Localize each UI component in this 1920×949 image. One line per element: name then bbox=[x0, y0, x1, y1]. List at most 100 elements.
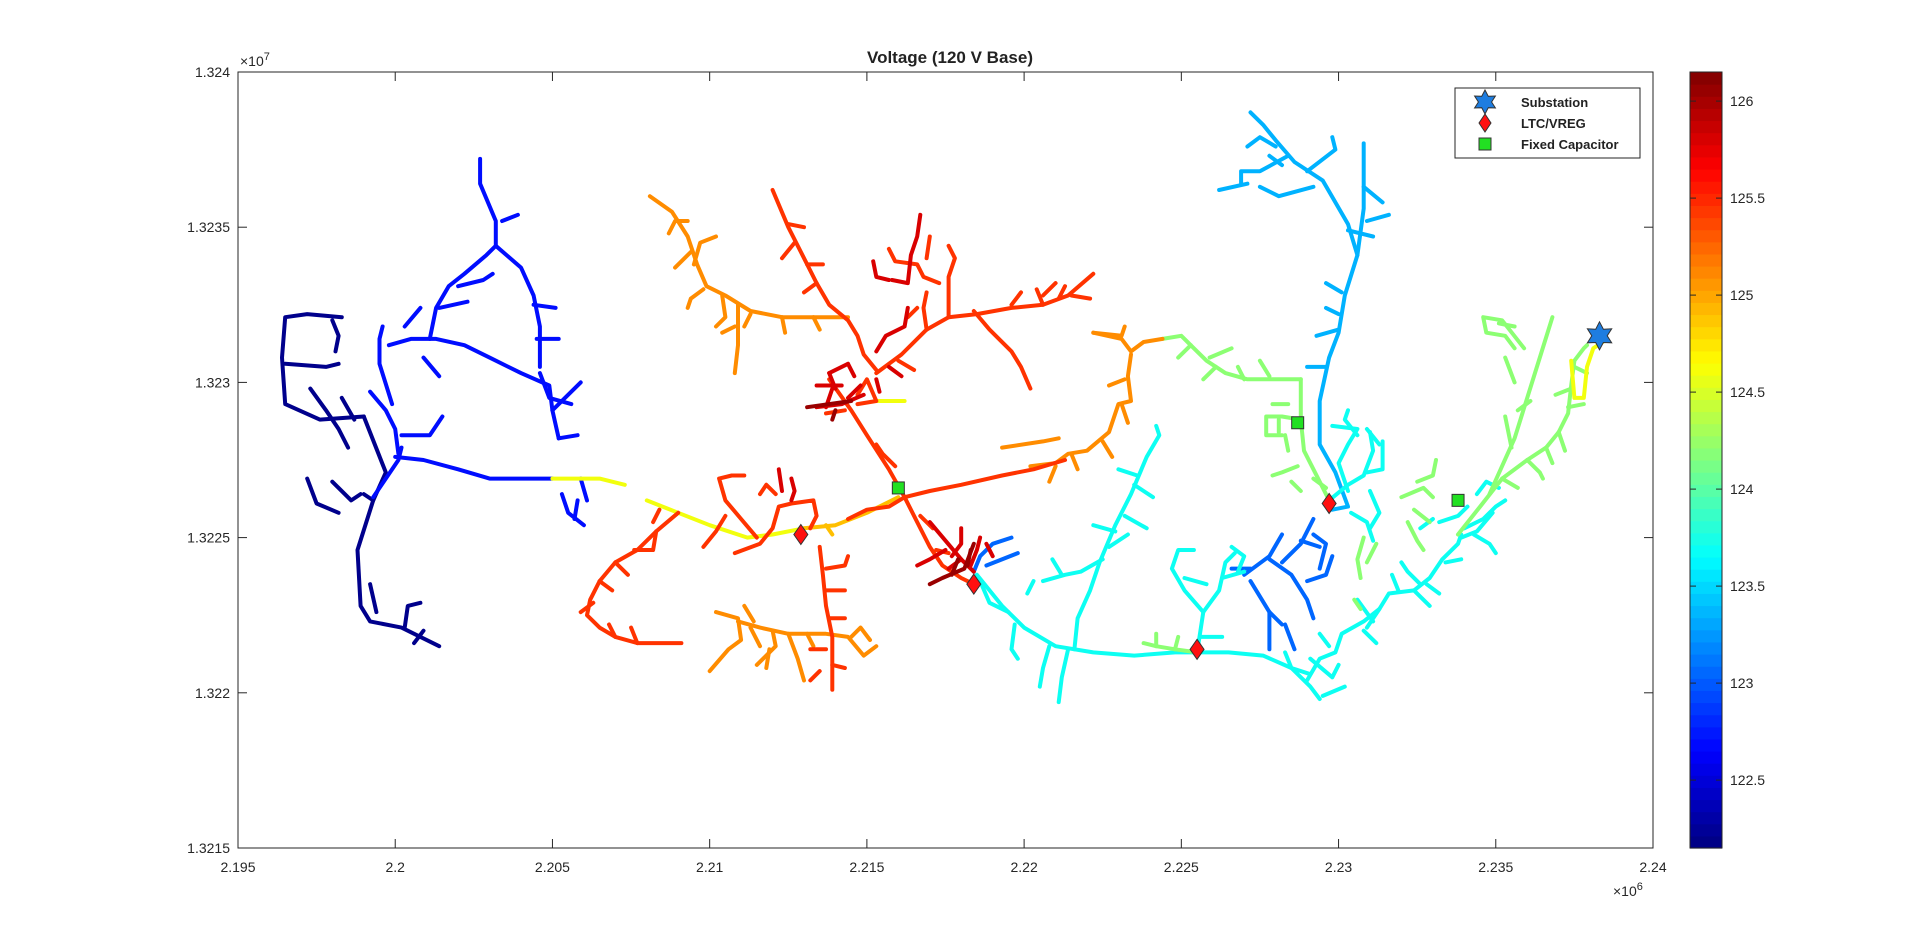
y-tick-label: 1.323 bbox=[195, 374, 230, 390]
branch-segment bbox=[1355, 141, 1366, 258]
branch-segment bbox=[1116, 467, 1140, 478]
branch-segment bbox=[556, 433, 580, 441]
branch-segment bbox=[1355, 535, 1366, 580]
branch-segment bbox=[1327, 430, 1376, 503]
branch-segment bbox=[1553, 386, 1574, 397]
branch-segment bbox=[1305, 532, 1464, 683]
branch-segment bbox=[1349, 510, 1376, 543]
branch-segment bbox=[924, 234, 932, 261]
branch-segment bbox=[377, 324, 395, 407]
branch-segment bbox=[905, 305, 920, 320]
branch-segment bbox=[578, 476, 589, 503]
colorbar-band bbox=[1690, 460, 1722, 473]
branch-segment bbox=[1119, 402, 1130, 425]
branch-segment bbox=[1034, 287, 1045, 307]
branch-segment bbox=[1245, 135, 1278, 149]
colorbar-band bbox=[1690, 387, 1722, 400]
colorbar-band bbox=[1690, 532, 1722, 546]
branch-segment bbox=[780, 315, 788, 335]
branch-segment bbox=[1556, 430, 1567, 453]
branch-segment bbox=[1424, 582, 1442, 596]
branch-segment bbox=[824, 523, 835, 537]
branch-segment bbox=[1009, 622, 1020, 661]
colorbar-tick-label: 125.5 bbox=[1730, 190, 1765, 206]
branch-segment bbox=[886, 364, 904, 379]
x-axis-exponent: ×106 bbox=[1613, 881, 1643, 899]
branch-segment bbox=[1364, 439, 1385, 475]
colorbar-band bbox=[1690, 690, 1722, 704]
branch-segment bbox=[402, 305, 423, 329]
y-axis-exponent: ×107 bbox=[240, 51, 270, 69]
branch-segment bbox=[1267, 153, 1284, 168]
branch-segment bbox=[830, 662, 847, 670]
branch-segment bbox=[714, 293, 728, 329]
branch-segment bbox=[902, 458, 1067, 500]
colorbar-band bbox=[1690, 702, 1722, 716]
branch-segment bbox=[720, 324, 737, 335]
branch-segment bbox=[613, 560, 630, 577]
colorbar-band bbox=[1690, 411, 1722, 425]
branch-segment bbox=[1308, 656, 1341, 680]
branch-segment bbox=[1500, 476, 1520, 490]
branch-segment bbox=[874, 442, 898, 469]
colorbar-band bbox=[1690, 217, 1722, 231]
legend: Substation LTC/VREG Fixed Capacitor bbox=[1454, 87, 1641, 159]
branch-segment bbox=[1041, 557, 1105, 584]
branch-segment bbox=[1566, 402, 1586, 410]
colorbar-band bbox=[1690, 193, 1722, 206]
branch-segment bbox=[283, 361, 341, 369]
ltc-vreg-marker bbox=[793, 523, 809, 546]
colorbar-band bbox=[1690, 472, 1722, 485]
branch-segment bbox=[537, 371, 574, 407]
branch-segment bbox=[1220, 569, 1247, 580]
branch-segment bbox=[500, 212, 520, 223]
branch-segment bbox=[1361, 184, 1385, 205]
branch-segment bbox=[1314, 327, 1341, 338]
branch-segment bbox=[965, 548, 973, 568]
colorbar: 122.5 123 123.5 124 124.5 125 125.5 126 bbox=[1689, 71, 1765, 849]
branch-segment bbox=[921, 290, 929, 332]
branch-segment bbox=[968, 535, 983, 568]
branch-segment bbox=[1525, 458, 1545, 481]
branch-segment bbox=[1072, 423, 1162, 652]
branch-segment bbox=[559, 492, 586, 528]
legend-label: Fixed Capacitor bbox=[1521, 137, 1619, 152]
colorbar-band bbox=[1690, 290, 1722, 303]
branch-segment bbox=[1437, 504, 1470, 525]
branch-segment bbox=[871, 259, 891, 282]
x-tick-label: 2.225 bbox=[1164, 859, 1199, 875]
fixed-capacitor-marker bbox=[1291, 416, 1305, 430]
branch-segment bbox=[1399, 485, 1435, 500]
branch-segment bbox=[1412, 507, 1432, 525]
branch-segment bbox=[572, 498, 580, 521]
x-tick-label: 2.24 bbox=[1639, 859, 1666, 875]
branch-segment bbox=[949, 557, 961, 577]
colorbar-band bbox=[1690, 423, 1722, 437]
branch-segment bbox=[368, 389, 401, 456]
branch-segment bbox=[1569, 340, 1605, 400]
branch-segment bbox=[597, 579, 615, 593]
branch-segment bbox=[339, 395, 357, 422]
colorbar-tick-label: 125 bbox=[1730, 287, 1754, 303]
x-tick-label: 2.195 bbox=[220, 859, 255, 875]
branch-segment bbox=[1283, 433, 1291, 453]
colorbar-band bbox=[1690, 629, 1722, 643]
branch-segment bbox=[1041, 281, 1058, 298]
branch-segment bbox=[1443, 557, 1464, 565]
colorbar-band bbox=[1690, 447, 1722, 461]
colorbar-band bbox=[1690, 241, 1722, 255]
colorbar-band bbox=[1690, 350, 1722, 364]
colorbar-band bbox=[1690, 363, 1722, 376]
branch-segment bbox=[1257, 184, 1316, 199]
branch-segment bbox=[736, 619, 879, 658]
branch-segment bbox=[780, 240, 797, 261]
branch-segment bbox=[1368, 489, 1382, 531]
branch-segment bbox=[412, 628, 426, 646]
colorbar-band bbox=[1690, 823, 1722, 837]
colorbar-band bbox=[1690, 569, 1722, 582]
colorbar-band bbox=[1690, 375, 1722, 388]
colorbar-band bbox=[1690, 84, 1722, 97]
branch-segment bbox=[890, 212, 923, 286]
branch-segment bbox=[846, 383, 863, 400]
branch-segment bbox=[371, 445, 404, 500]
